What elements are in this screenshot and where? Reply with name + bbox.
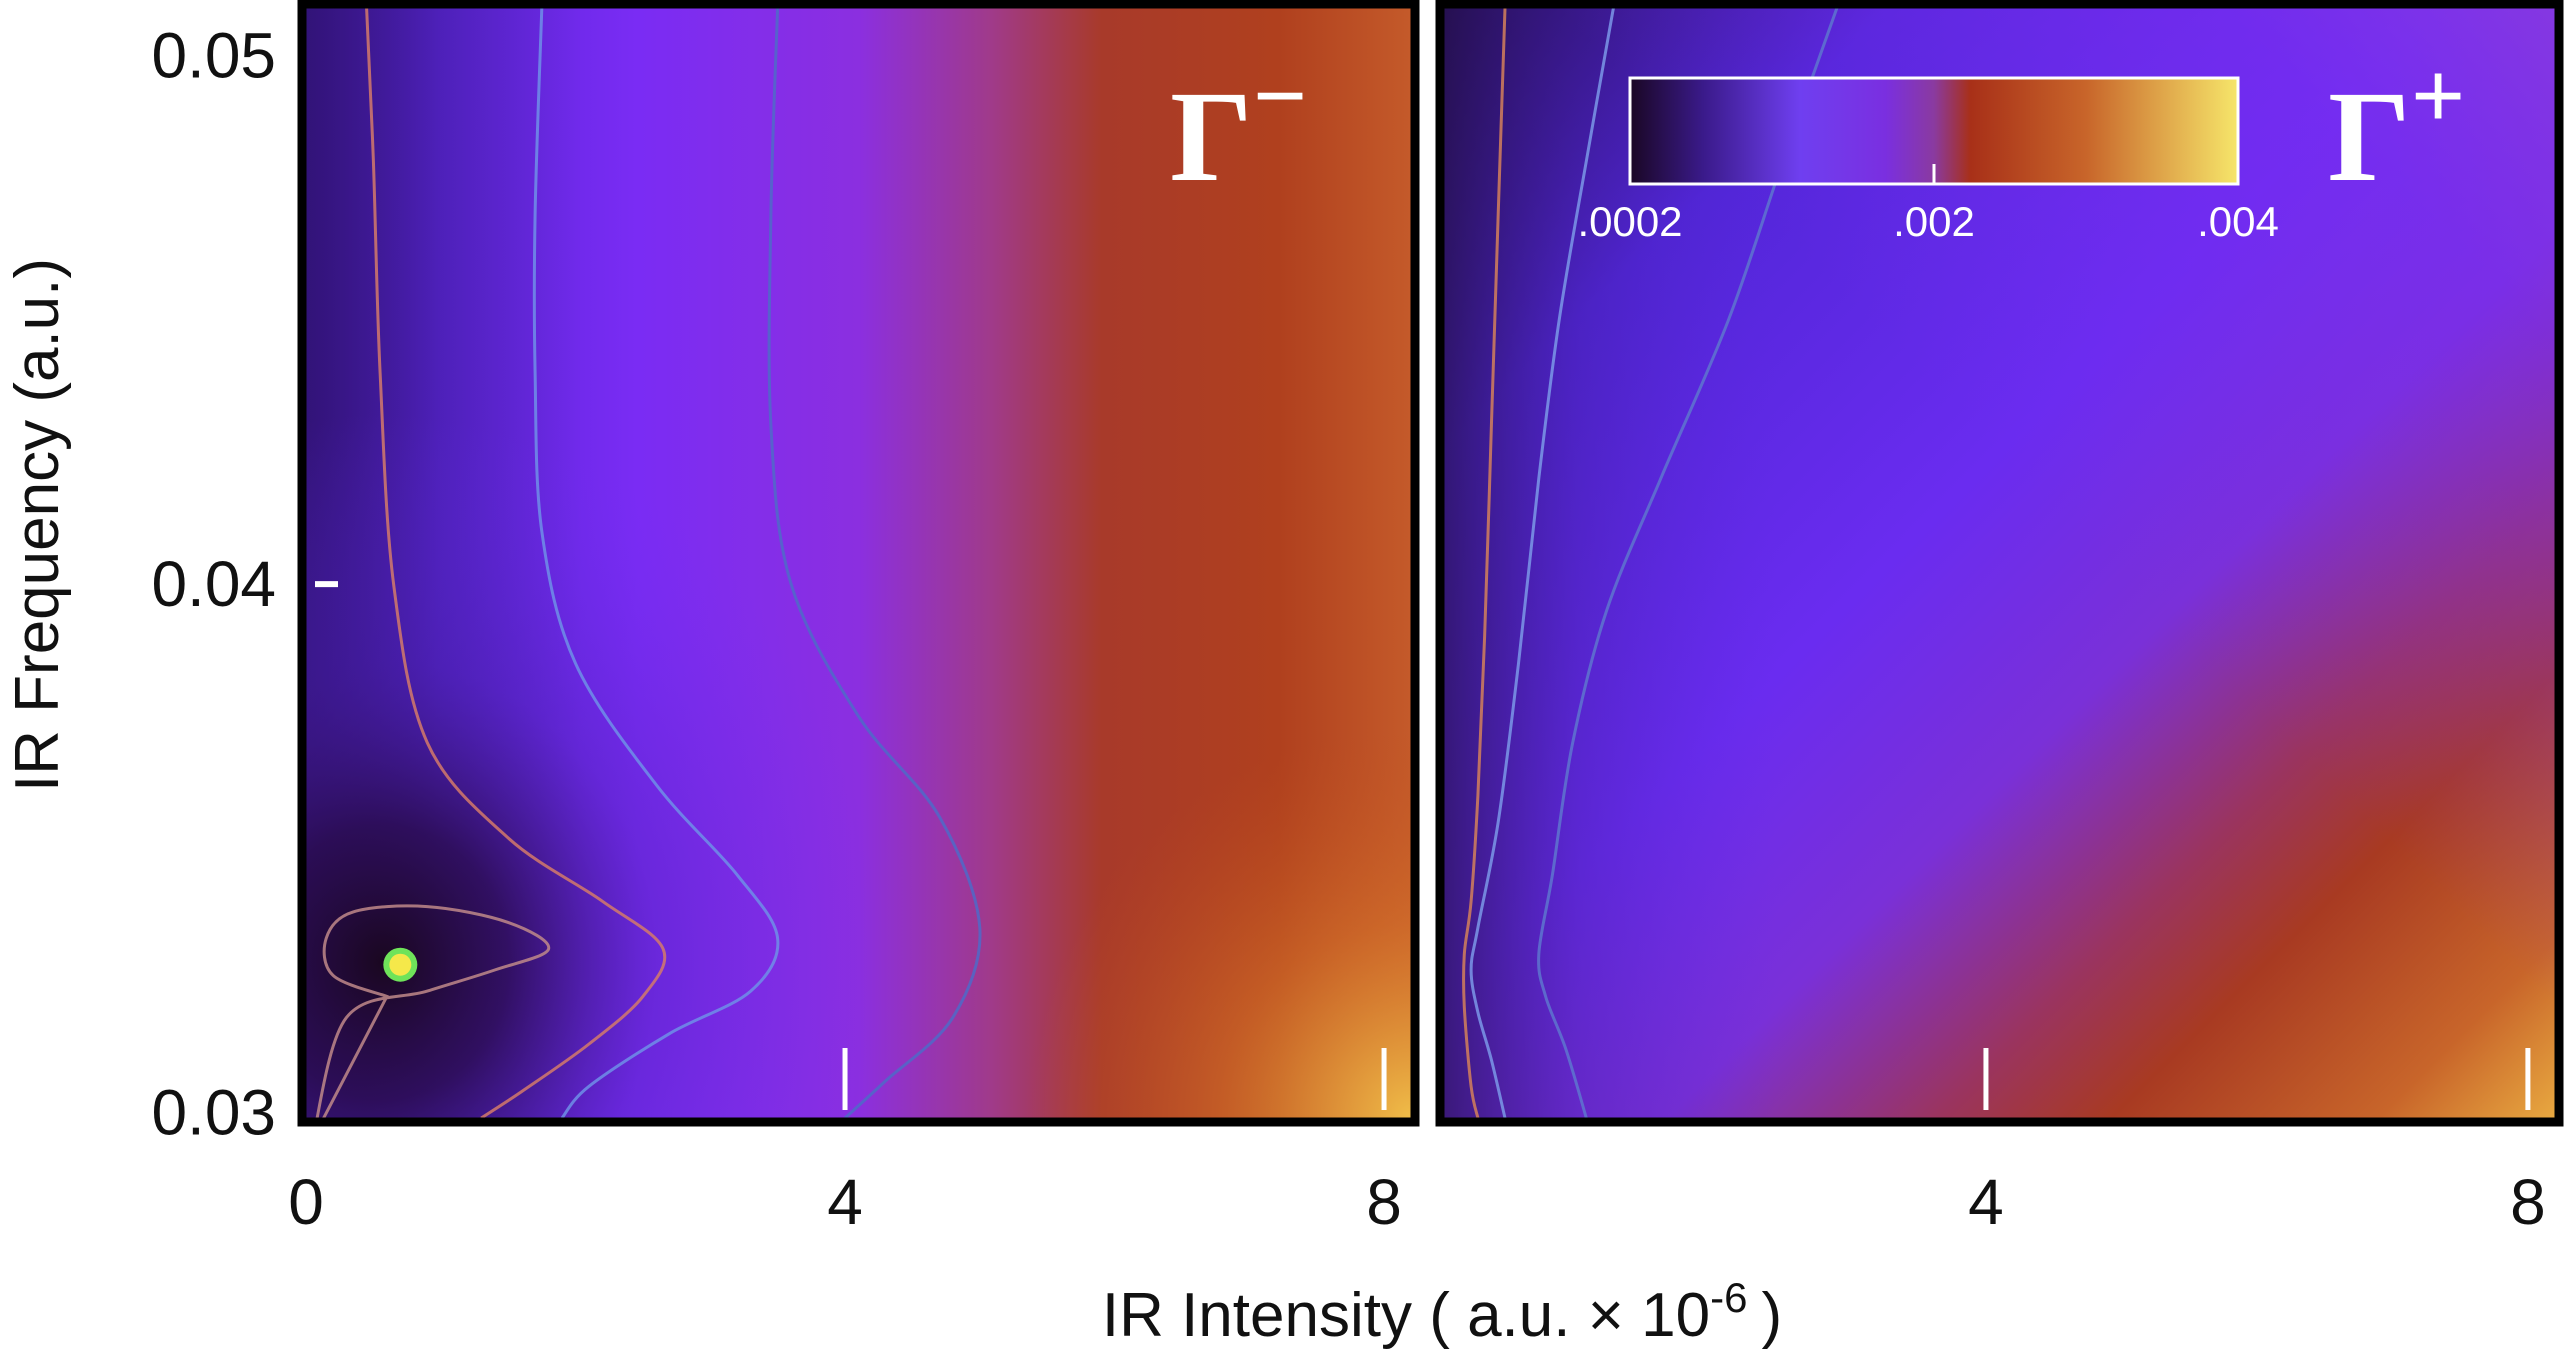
contour-right-mid-blue	[1537, 8, 1839, 1118]
contour-left-blue	[532, 8, 780, 1118]
heatmap-left-dark	[306, 8, 1411, 1118]
x-tick-labels: 0 4 8 4 8	[288, 1166, 2545, 1238]
panel-label-left: Γ−	[1170, 42, 1307, 209]
x-tick-label-left-4: 4	[827, 1166, 863, 1238]
y-tick-label-0.04: 0.04	[151, 548, 276, 620]
x-tick-label-right-4: 4	[1968, 1166, 2004, 1238]
marks-right	[1983, 1048, 2531, 1110]
colorbar-tick-label-.004: .004	[2197, 198, 2279, 245]
x-tick-label-left-0: 0	[288, 1166, 324, 1238]
y-tick-labels: 0.03 0.04 0.05	[151, 20, 276, 1149]
frame-right	[1435, 0, 2564, 1127]
y-tick-label-0.03: 0.03	[151, 1077, 276, 1149]
x-tick-label-left-8: 8	[1366, 1166, 1402, 1238]
panel-gamma-plus: Γ+ .0002 .002 .004	[1435, 0, 2564, 1127]
x-axis-label: IR Intensity ( a.u. × 10-6)	[1102, 1274, 1782, 1350]
colorbar: .0002 .002 .004	[1577, 76, 2279, 245]
marks-left	[315, 581, 1387, 1110]
heatmap-right-leftdark	[1444, 8, 2555, 1118]
contour-left-salmon	[365, 8, 667, 1118]
contour-left-inner	[315, 904, 551, 1118]
colorbar-tick-label-.002: .002	[1893, 198, 1975, 245]
x-tick-label-right-8: 8	[2510, 1166, 2546, 1238]
colorbar-ticks: .0002 .002 .004	[1577, 164, 2279, 245]
contour-right-light-blue	[1469, 8, 1615, 1118]
y-tick-label-0.05: 0.05	[151, 20, 276, 92]
optimum-marker	[389, 953, 412, 976]
contour-left-dark-blue	[767, 8, 982, 1118]
contours-right	[1461, 8, 1839, 1118]
panel-label-right: Γ+	[2328, 42, 2465, 209]
contour-right-orange	[1461, 8, 1507, 1118]
frame-left	[297, 0, 1420, 1127]
colorbar-tick-label-.0002: .0002	[1577, 198, 1682, 245]
y-axis-label: IR Frequency (a.u.)	[3, 258, 72, 792]
contours-left	[315, 8, 982, 1118]
panel-gamma-minus: Γ−	[297, 0, 1420, 1127]
